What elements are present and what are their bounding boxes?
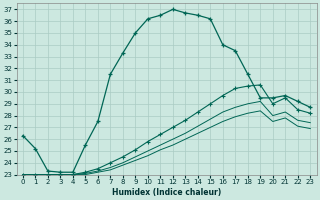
- X-axis label: Humidex (Indice chaleur): Humidex (Indice chaleur): [112, 188, 221, 197]
